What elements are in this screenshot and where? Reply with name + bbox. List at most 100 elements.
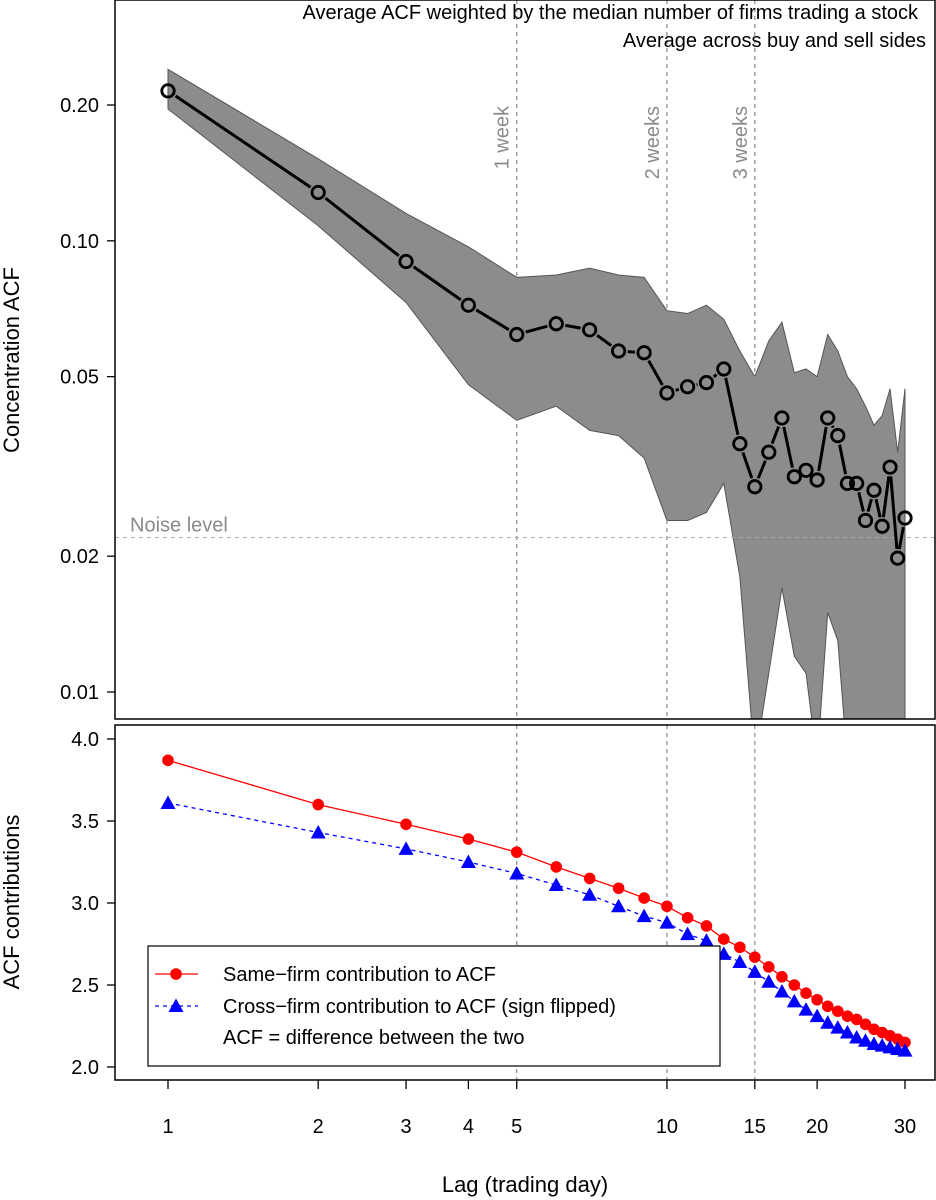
bottom-panel: 2.0 2.5 3.0 3.5 4.0 1 2 3 4 5 10 15 20 30 ACF contri… (0, 724, 936, 1197)
acf-point (839, 475, 856, 491)
x-tick-label: 30 (894, 1116, 916, 1138)
bottom-y-axis-title: ACF contributions (0, 815, 24, 990)
same-firm-point (583, 872, 596, 885)
cross-firm-point (830, 1020, 846, 1034)
cross-firm-point (786, 993, 802, 1008)
acf-point (636, 345, 652, 361)
acf-point (732, 436, 748, 452)
acf-point (747, 479, 763, 495)
x-tick-label: 2 (313, 1116, 324, 1138)
top-plot-area (115, 0, 935, 719)
acf-point (310, 184, 326, 201)
x-tick-label: 4 (463, 1116, 474, 1138)
top-panel: 0.01 0.02 0.05 0.10 0.20 1 week 2 weeks 3 week… (0, 0, 936, 720)
cross-firm-point (582, 887, 598, 901)
same-firm-point (749, 951, 761, 963)
cross-firm-point (680, 926, 696, 941)
same-firm-point (788, 979, 801, 991)
cross-firm-point (820, 1015, 836, 1029)
acf-line-segment (525, 324, 548, 334)
top-y-axis: 0.01 0.02 0.05 0.10 0.20 (60, 95, 115, 704)
acf-line-segment (830, 425, 835, 429)
acf-line-segment (782, 426, 794, 469)
cross-firm-point (611, 898, 627, 913)
chart-title-line-1: Average ACF weighted by the median numbe… (303, 2, 919, 24)
acf-point (882, 459, 898, 475)
same-firm-point (811, 993, 823, 1006)
acf-point (857, 512, 874, 529)
confidence-band (167, 68, 906, 719)
cross-firm-point (774, 984, 790, 998)
same-firm-point (462, 833, 475, 845)
chart-title-line-2: Average across buy and sell sides (623, 30, 926, 52)
legend: Same−firm contribution to ACF Cross−firm… (147, 945, 721, 1067)
acf-point (874, 518, 890, 534)
acf-line-segment (596, 334, 613, 347)
top-y-tick-label: 0.20 (60, 95, 99, 117)
cross-firm-point (659, 915, 675, 929)
cross-firm-point (509, 865, 525, 880)
bottom-y-tick-label: 3.0 (71, 893, 99, 915)
acf-line-segment (174, 94, 312, 189)
cross-firm-point (160, 795, 176, 809)
cross-firm-point (849, 1029, 865, 1044)
acf-point (890, 550, 906, 566)
cross-firm-point (761, 974, 777, 988)
legend-box (147, 945, 721, 1067)
acf-point (830, 428, 846, 444)
x-tick-label: 1 (162, 1116, 173, 1138)
acf-line-segment (724, 377, 740, 436)
acf-line-segment (770, 425, 781, 445)
acf-line-segment (897, 526, 905, 550)
same-firm-point (776, 971, 788, 983)
acf-point (798, 462, 814, 478)
same-firm-point (510, 846, 523, 858)
x-axis: 1 2 3 4 5 10 15 20 30 (162, 1080, 916, 1138)
x-tick-label: 20 (806, 1116, 828, 1138)
cross-firm-point (698, 933, 714, 947)
week-guide-label: 2 weeks (642, 106, 664, 179)
bottom-y-tick-label: 2.0 (71, 1057, 99, 1079)
same-firm-point (312, 798, 324, 811)
cross-firm-point (548, 877, 564, 891)
acf-point (866, 482, 882, 498)
acf-line-segment (866, 498, 873, 513)
top-guide-lines (115, 0, 935, 719)
acf-line-segment (647, 359, 664, 386)
same-firm-point (612, 882, 625, 895)
same-firm-point (850, 1013, 863, 1026)
acf-point (716, 361, 732, 377)
cross-firm-point (747, 964, 763, 978)
acf-line-segment (838, 444, 848, 475)
cross-firm-point (310, 824, 326, 839)
same-firm-point (821, 1000, 834, 1013)
acf-line-segment (324, 196, 400, 257)
same-firm-point (661, 900, 673, 913)
contribution-series (160, 754, 913, 1057)
legend-same-firm-label: Same−firm contribution to ACF (223, 964, 496, 986)
legend-acf-note: ACF = difference between the two (223, 1027, 524, 1049)
top-y-axis-title: Concentration ACF (0, 267, 24, 453)
bottom-y-tick-label: 3.5 (71, 811, 99, 833)
cross-firm-point (839, 1025, 855, 1039)
top-y-tick-label: 0.02 (60, 546, 99, 568)
acf-point (849, 475, 865, 491)
same-firm-point (717, 933, 730, 945)
acf-point (786, 469, 802, 485)
acf-line-segment (817, 426, 828, 472)
week-guide-label: 1 week (492, 105, 514, 169)
top-y-tick-label: 0.05 (60, 367, 99, 389)
acf-line-segment (881, 476, 891, 518)
bottom-plot-area (160, 725, 913, 1080)
cross-firm-point (809, 1008, 825, 1023)
cross-firm-point (857, 1033, 873, 1047)
top-y-tick-label: 0.10 (60, 231, 99, 253)
acf-point (659, 385, 675, 401)
acf-point (460, 297, 476, 313)
acf-line-segment (712, 373, 718, 379)
same-firm-point (400, 818, 412, 831)
top-guide-labels: 1 week 2 weeks 3 weeks Noise level (130, 105, 752, 536)
same-firm-point (762, 961, 775, 973)
same-firm-point (162, 754, 174, 767)
